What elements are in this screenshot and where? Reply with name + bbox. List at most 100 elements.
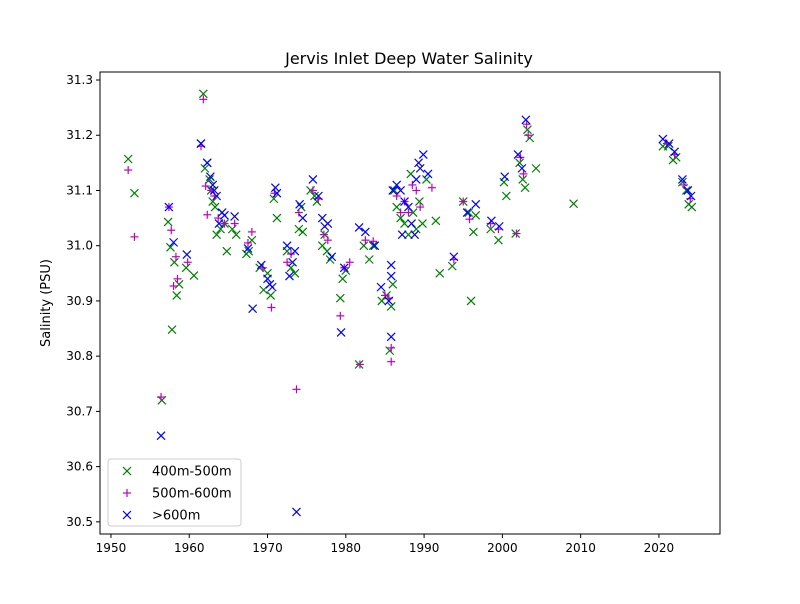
legend: 400m-500m 500m-600m >600m	[107, 458, 242, 527]
data-point	[298, 227, 308, 237]
y-tick-label: 31.1	[66, 183, 93, 197]
data-point	[222, 246, 232, 256]
data-point	[189, 271, 199, 280]
data-point	[220, 219, 229, 228]
plot-marks	[123, 89, 697, 517]
data-point	[171, 252, 180, 261]
data-point	[521, 115, 531, 125]
data-point	[664, 139, 674, 148]
data-point	[392, 202, 402, 212]
data-point	[459, 197, 468, 206]
data-point	[388, 279, 398, 289]
data-point	[203, 210, 212, 219]
data-point	[396, 208, 405, 217]
data-point	[359, 241, 369, 251]
data-point	[336, 311, 345, 320]
x-tick-label: 1960	[174, 541, 205, 555]
data-point	[288, 257, 298, 267]
y-tick-label: 30.9	[66, 294, 93, 308]
data-point	[386, 260, 396, 270]
data-point	[361, 236, 370, 245]
series-0	[123, 89, 697, 405]
data-point	[272, 188, 282, 198]
y-axis: 30.5 30.6 30.7 30.8 30.9 31.0 31.1 31.2 31.3	[66, 73, 100, 529]
data-point	[435, 268, 445, 278]
x-tick-label: 2000	[487, 541, 518, 555]
data-point	[285, 271, 294, 281]
data-point	[248, 304, 258, 314]
x-axis: 1950 1960 1970 1980 1990 2000 2010 2020	[96, 534, 675, 555]
data-point	[196, 139, 206, 148]
data-point	[244, 246, 254, 256]
data-point	[167, 325, 177, 335]
data-point	[449, 252, 459, 262]
data-point	[298, 213, 308, 223]
series-2	[156, 115, 696, 517]
data-point	[501, 191, 511, 201]
data-point	[258, 263, 267, 272]
data-point	[256, 260, 266, 270]
data-point	[423, 169, 433, 179]
data-point	[290, 246, 300, 256]
legend-marker-1	[123, 489, 131, 497]
data-point	[323, 236, 332, 245]
data-point	[408, 180, 417, 189]
data-point	[422, 174, 431, 184]
x-tick-label: 1980	[331, 541, 362, 555]
data-point	[287, 249, 296, 258]
data-point	[336, 327, 346, 337]
data-point	[212, 230, 222, 240]
data-point	[376, 282, 386, 292]
legend-label: 500m-600m	[152, 487, 232, 502]
data-point	[519, 169, 528, 178]
x-tick-label: 2010	[565, 541, 596, 555]
data-point	[292, 507, 301, 517]
data-point	[166, 242, 175, 252]
data-point	[169, 257, 179, 267]
data-point	[414, 197, 424, 206]
data-point	[687, 202, 697, 212]
data-point	[230, 212, 240, 221]
data-point	[464, 208, 474, 217]
data-point	[231, 230, 241, 240]
data-point	[205, 174, 215, 184]
data-point	[325, 255, 335, 264]
data-point	[386, 332, 396, 342]
data-point	[471, 210, 481, 220]
y-tick-label: 31.2	[66, 128, 93, 142]
data-point	[167, 226, 176, 235]
data-point	[387, 357, 396, 366]
data-point	[396, 213, 406, 223]
data-point	[404, 208, 413, 217]
data-point	[269, 194, 279, 204]
data-point	[520, 183, 530, 193]
data-point	[407, 219, 416, 229]
data-point	[182, 250, 192, 259]
data-point	[201, 182, 210, 191]
x-tick-label: 2020	[644, 541, 675, 555]
data-point	[447, 261, 457, 271]
data-point	[263, 274, 272, 284]
plot-frame	[99, 71, 721, 535]
x-tick-label: 1990	[409, 541, 440, 555]
data-point	[290, 268, 300, 278]
y-tick-label: 31.0	[66, 239, 93, 253]
data-point	[524, 131, 533, 140]
data-point	[208, 180, 218, 190]
data-point	[414, 158, 424, 168]
data-point	[360, 227, 370, 237]
legend-box	[107, 458, 242, 527]
data-point	[679, 180, 688, 189]
data-point	[471, 199, 481, 209]
data-point	[272, 213, 282, 223]
data-point	[569, 199, 579, 209]
data-point	[392, 191, 401, 200]
y-tick-label: 31.3	[66, 73, 93, 87]
x-tick-label: 1970	[252, 541, 283, 555]
data-point	[670, 147, 680, 157]
legend-marker-2	[122, 510, 132, 520]
y-tick-label: 30.8	[66, 349, 93, 363]
data-point	[210, 202, 220, 212]
data-point	[308, 186, 317, 195]
data-point	[130, 188, 139, 198]
